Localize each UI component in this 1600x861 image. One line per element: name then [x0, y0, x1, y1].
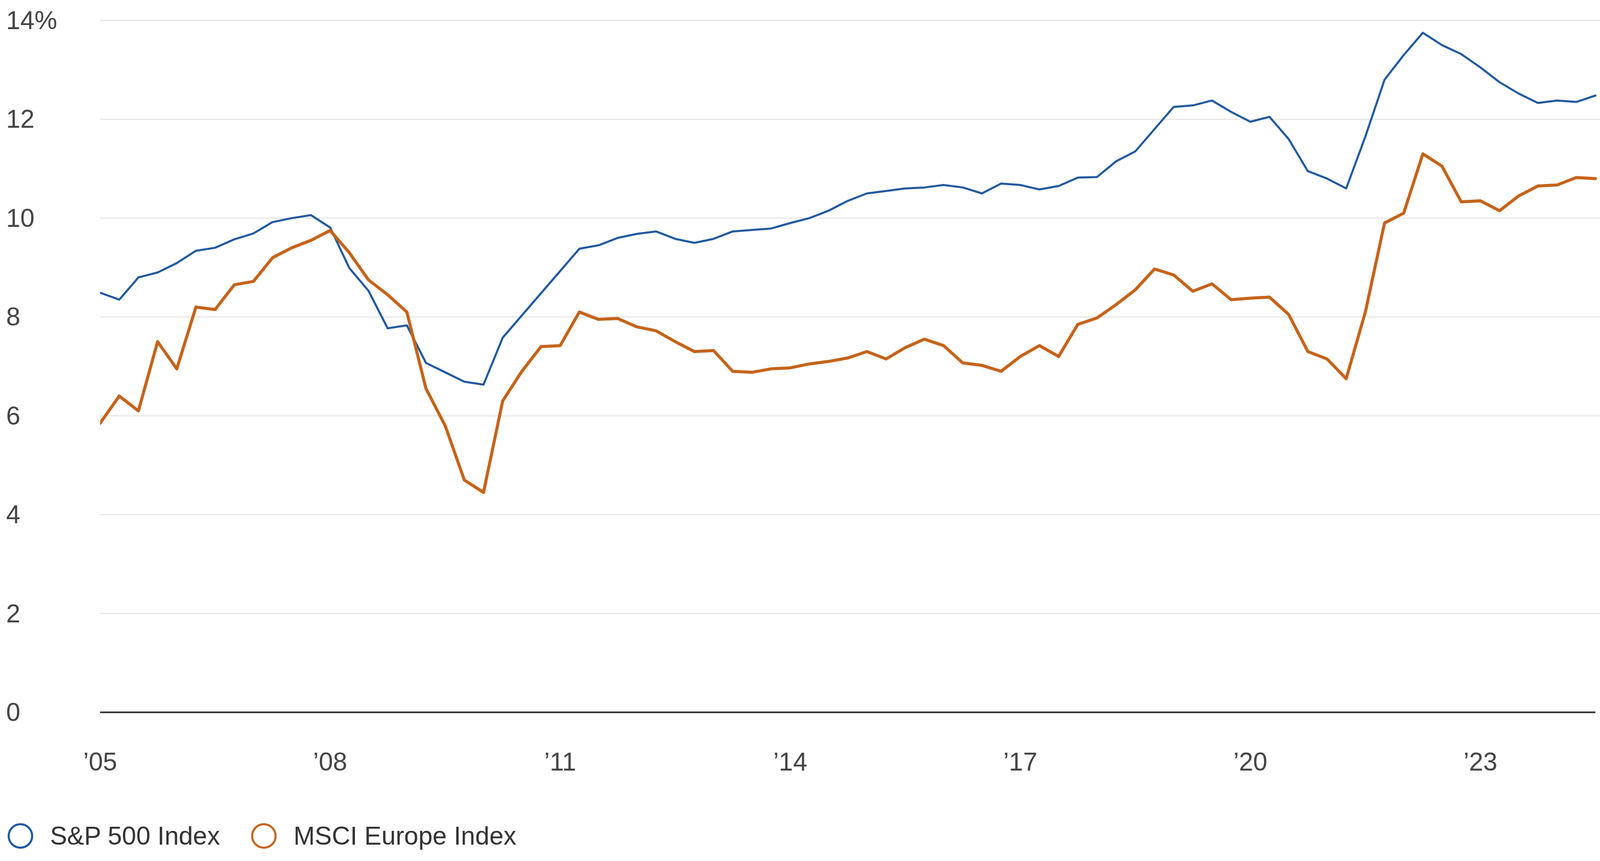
grid-line: [100, 316, 1600, 318]
y-tick-label: 8: [6, 302, 21, 331]
x-tick-label: ’08: [313, 747, 348, 776]
x-tick: [329, 711, 331, 713]
grid-line: [100, 19, 1600, 21]
chart: 0 2 4 6 8 10 12 14% ’05 ’08 ’11 ’14 ’17 ’20 ’23 S&P 500…: [0, 0, 1600, 861]
x-tick: [1250, 711, 1251, 713]
x-tick: [100, 711, 101, 713]
x-tick: [559, 711, 561, 713]
y-tick-label: 4: [6, 499, 21, 529]
x-tick-label: ’05: [83, 747, 118, 776]
legend-label: S&P 500 Index: [50, 821, 221, 850]
x-axis-line: [100, 711, 1596, 713]
y-tick-label: 14%: [6, 6, 58, 35]
grid-line: [100, 217, 1600, 219]
x-tick-label: ’20: [1233, 747, 1268, 776]
x-tick: [1479, 711, 1481, 713]
y-tick-label: 0: [6, 697, 21, 727]
plot-area: [100, 32, 1596, 492]
grid-line: [100, 118, 1600, 120]
legend-label: MSCI Europe Index: [293, 821, 517, 850]
y-tick-label: 10: [6, 203, 35, 233]
grid-line: [100, 612, 1600, 614]
x-tick: [790, 711, 791, 713]
x-tick-label: ’11: [543, 747, 577, 776]
grid-line: [100, 513, 1600, 515]
x-tick-label: ’23: [1463, 747, 1498, 776]
legend-marker: [8, 823, 33, 848]
y-tick-label: 12: [6, 104, 35, 134]
x-tick-label: ’17: [1003, 747, 1038, 776]
x-tick-label: ’14: [773, 747, 808, 776]
x-tick: [1019, 711, 1021, 713]
y-tick-label: 6: [6, 401, 21, 431]
grid-line: [100, 415, 1600, 417]
legend-marker: [252, 823, 276, 848]
y-tick-label: 2: [6, 599, 21, 628]
series-line: [100, 32, 1596, 385]
series-line: [100, 153, 1596, 492]
